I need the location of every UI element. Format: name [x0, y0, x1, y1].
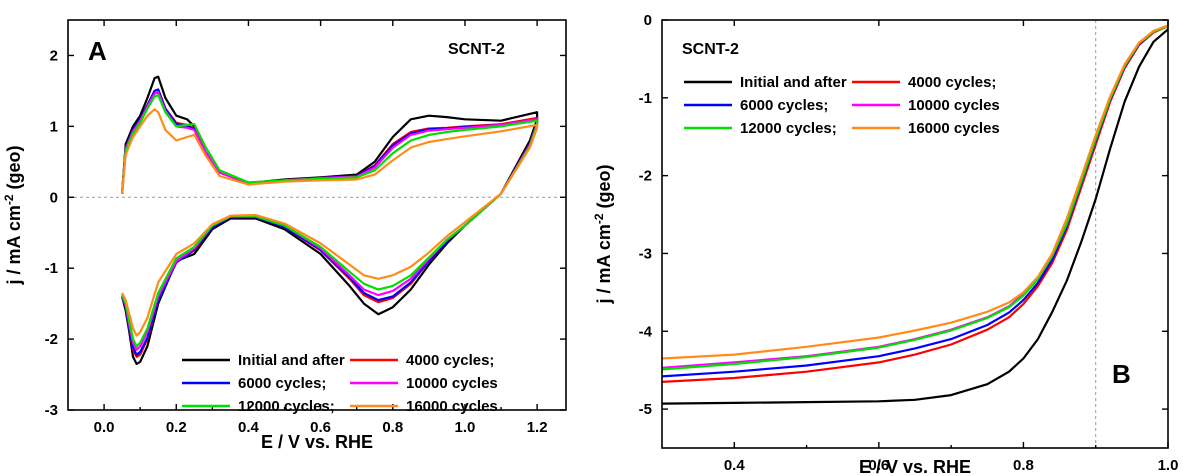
y-axis-title-exponent: -2	[592, 213, 606, 224]
legend-item: 6000 cycles;	[182, 375, 326, 392]
legend-item: 6000 cycles;	[684, 97, 828, 114]
x-tick-label: 1.0	[1158, 457, 1179, 474]
y-axis-title: j / mA cm-2 (geo)	[592, 164, 614, 304]
plot-frame	[67, 19, 567, 411]
y-axis-title-main: j / mA cm	[4, 205, 24, 285]
x-tick-label: 0.8	[1013, 457, 1034, 474]
legend: Initial and after 4000 cycles; 6000 cycles…	[684, 74, 1000, 137]
series-curves	[121, 75, 539, 365]
legend-item: 16000 cycles	[350, 398, 498, 415]
legend-label: 10000 cycles	[908, 97, 1000, 114]
y-tick-label: 1	[50, 118, 58, 135]
legend-label: 12000 cycles;	[238, 398, 335, 415]
plot-frame	[661, 19, 1169, 449]
sample-label: SCNT-2	[448, 41, 505, 58]
series-curves	[662, 24, 1168, 405]
legend-label: Initial and after	[740, 74, 847, 91]
panel-letter: A	[88, 36, 107, 66]
legend-label: 12000 cycles;	[740, 120, 837, 137]
y-tick-label: -3	[45, 402, 58, 419]
legend-item: 10000 cycles	[350, 375, 498, 392]
x-tick-label: 0.0	[94, 419, 115, 436]
legend-item: 4000 cycles;	[852, 74, 996, 91]
y-tick-label: -3	[639, 245, 652, 262]
y-axis-title-main: j / mA cm	[594, 224, 614, 304]
y-axis-title-exponent: -2	[2, 194, 16, 205]
y-tick-label: -4	[639, 323, 653, 340]
y-tick-label: 0	[50, 189, 58, 206]
x-tick-label: 0.6	[310, 419, 331, 436]
y-tick-label: -5	[639, 401, 652, 418]
legend-item: 10000 cycles	[852, 97, 1000, 114]
series-line-6	[662, 24, 1168, 360]
legend-label: 16000 cycles	[406, 398, 498, 415]
x-tick-label: 1.2	[527, 419, 548, 436]
series-line-1	[121, 75, 539, 365]
x-tick-label: 0.2	[166, 419, 187, 436]
legend-item: Initial and after	[182, 352, 345, 369]
y-tick-label: -2	[45, 331, 58, 348]
y-axis-title: j / mA cm-2 (geo)	[2, 145, 24, 285]
x-axis-title: E / V vs. RHE	[859, 457, 971, 476]
x-tick-label: 0.6	[868, 457, 889, 474]
chart-panel-a: 0.0 0.2 0.4 0.6 0.8 1.0 1.2 -3 -2 -1 0 1 2 E / V vs. …	[2, 19, 567, 452]
legend-item: 12000 cycles;	[182, 398, 335, 415]
series-line-6	[121, 108, 539, 337]
legend-label: Initial and after	[238, 352, 345, 369]
y-tick-label: -2	[639, 168, 652, 185]
series-line-4	[121, 91, 539, 351]
legend-item: Initial and after	[684, 74, 847, 91]
legend-item: 16000 cycles	[852, 120, 1000, 137]
y-tick-label: -1	[639, 90, 652, 107]
x-tick-label: 0.8	[382, 419, 403, 436]
x-tick-label: 0.4	[724, 457, 746, 474]
legend-label: 4000 cycles;	[406, 352, 494, 369]
series-line-1	[662, 28, 1168, 405]
y-tick-label: -1	[45, 260, 58, 277]
y-axis-title-unit: (geo)	[4, 145, 24, 194]
legend-label: 6000 cycles;	[740, 97, 828, 114]
y-tick-label: 2	[50, 47, 58, 64]
x-tick-label: 1.0	[455, 419, 476, 436]
legend-label: 16000 cycles	[908, 120, 1000, 137]
legend: Initial and after 4000 cycles; 6000 cycles…	[182, 352, 498, 415]
x-tick-label: 0.4	[238, 419, 260, 436]
y-axis-title-unit: (geo)	[594, 164, 614, 213]
x-axis-title: E / V vs. RHE	[261, 432, 373, 452]
legend-label: 4000 cycles;	[908, 74, 996, 91]
y-tick-label: 0	[644, 12, 652, 29]
legend-item: 12000 cycles;	[684, 120, 837, 137]
legend-item: 4000 cycles;	[350, 352, 494, 369]
legend-label: 10000 cycles	[406, 375, 498, 392]
legend-label: 6000 cycles;	[238, 375, 326, 392]
sample-label: SCNT-2	[682, 41, 739, 58]
series-line-5	[121, 94, 539, 348]
chart-panel-b: 0.4 0.6 0.8 1.0 0 -1 -2 -3 -4 -5 E / V vs. RHE j / …	[592, 12, 1178, 476]
panel-letter: B	[1112, 359, 1131, 389]
